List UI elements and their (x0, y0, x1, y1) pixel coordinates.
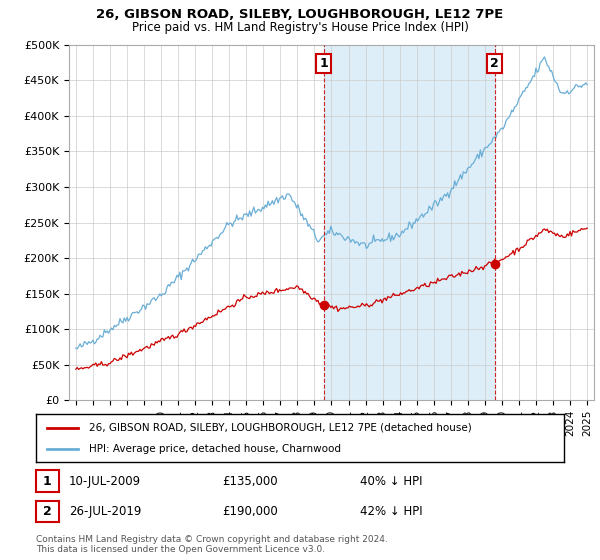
Text: Price paid vs. HM Land Registry's House Price Index (HPI): Price paid vs. HM Land Registry's House … (131, 21, 469, 34)
Text: 40% ↓ HPI: 40% ↓ HPI (360, 474, 422, 488)
Text: £135,000: £135,000 (222, 474, 278, 488)
Bar (323, 45, 494, 400)
Text: 2: 2 (43, 505, 52, 518)
Text: 26, GIBSON ROAD, SILEBY, LOUGHBOROUGH, LE12 7PE (detached house): 26, GIBSON ROAD, SILEBY, LOUGHBOROUGH, L… (89, 423, 472, 433)
Text: 1: 1 (319, 57, 328, 70)
Text: HPI: Average price, detached house, Charnwood: HPI: Average price, detached house, Char… (89, 444, 341, 454)
Text: 42% ↓ HPI: 42% ↓ HPI (360, 505, 422, 518)
Text: 26, GIBSON ROAD, SILEBY, LOUGHBOROUGH, LE12 7PE: 26, GIBSON ROAD, SILEBY, LOUGHBOROUGH, L… (97, 8, 503, 21)
Text: 1: 1 (43, 474, 52, 488)
Text: 10-JUL-2009: 10-JUL-2009 (69, 474, 141, 488)
Text: £190,000: £190,000 (222, 505, 278, 518)
Text: 26-JUL-2019: 26-JUL-2019 (69, 505, 142, 518)
Text: Contains HM Land Registry data © Crown copyright and database right 2024.
This d: Contains HM Land Registry data © Crown c… (36, 535, 388, 554)
Text: 2: 2 (490, 57, 499, 70)
